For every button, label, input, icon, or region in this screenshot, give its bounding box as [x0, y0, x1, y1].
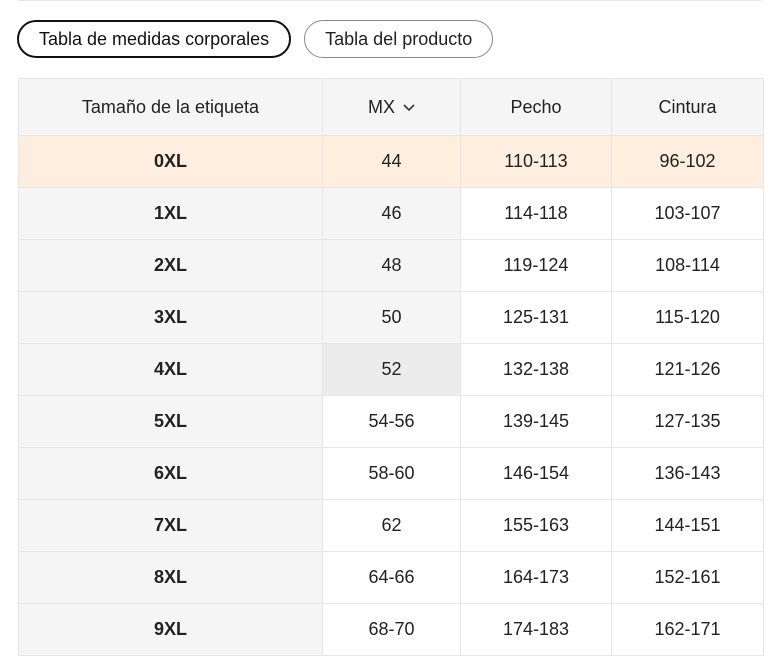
table-cell: 125-131 — [460, 291, 612, 344]
dropdown-icon — [403, 104, 415, 111]
table-cell: 0XL — [18, 135, 323, 188]
table-cell: 155-163 — [460, 499, 612, 552]
table-cell: 8XL — [18, 551, 323, 604]
header-cell: Tamaño de la etiqueta — [18, 78, 323, 136]
table-cell: 114-118 — [460, 187, 612, 240]
header-text: MX — [368, 96, 395, 117]
table-cell: 58-60 — [322, 447, 461, 500]
table-cell: 5XL — [18, 395, 323, 448]
header-text: Tamaño de la etiqueta — [81, 96, 260, 117]
table-cell: 127-135 — [611, 395, 764, 448]
tabs: Tabla de medidas corporales Tabla del pr… — [17, 20, 494, 58]
table-cell: 136-143 — [611, 447, 764, 500]
table-cell: 68-70 — [322, 603, 461, 656]
table-cell: 64-66 — [322, 551, 461, 604]
table-cell: 110-113 — [460, 135, 612, 188]
header-cell: Pecho — [460, 78, 612, 136]
table-row: 0XL 44 110-113 96-102 — [18, 135, 764, 188]
table-cell: 108-114 — [611, 239, 764, 292]
table-cell: 6XL — [18, 447, 323, 500]
table-row: 8XL 64-66 164-173 152-161 — [18, 551, 764, 604]
table-row: 4XL 52 132-138 121-126 — [18, 343, 764, 396]
table-cell: 2XL — [18, 239, 323, 292]
divider — [18, 0, 762, 1]
table-cell: 162-171 — [611, 603, 764, 656]
table-row: 7XL 62 155-163 144-151 — [18, 499, 764, 552]
table-row: 1XL 46 114-118 103-107 — [18, 187, 764, 240]
table-cell: 164-173 — [460, 551, 612, 604]
header-text: Pecho — [510, 96, 562, 117]
table-cell: 62 — [322, 499, 461, 552]
table-cell: 174-183 — [460, 603, 612, 656]
table-cell: 50 — [322, 291, 461, 344]
header-cell: Cintura — [611, 78, 764, 136]
table-cell: 3XL — [18, 291, 323, 344]
table-cell: 119-124 — [460, 239, 612, 292]
table-cell: 139-145 — [460, 395, 612, 448]
table-cell: 4XL — [18, 343, 323, 396]
table-row: 5XL 54-56 139-145 127-135 — [18, 395, 764, 448]
table-cell: 54-56 — [322, 395, 461, 448]
tab[interactable]: Tabla de medidas corporales — [17, 20, 292, 58]
table-row: 9XL 68-70 174-183 162-171 — [18, 603, 764, 656]
table-cell: 144-151 — [611, 499, 764, 552]
size-table: Tamaño de la etiqueta MX Pecho Cintura 0… — [18, 78, 764, 656]
table-cell: 1XL — [18, 187, 323, 240]
table-cell: 44 — [322, 135, 461, 188]
table-cell: 121-126 — [611, 343, 764, 396]
table-cell: 103-107 — [611, 187, 764, 240]
header-text: Cintura — [658, 96, 717, 117]
table-cell: 48 — [322, 239, 461, 292]
tab[interactable]: Tabla del producto — [304, 20, 494, 58]
table-cell: 146-154 — [460, 447, 612, 500]
table-row: 2XL 48 119-124 108-114 — [18, 239, 764, 292]
table-body: 0XL 44 110-113 96-102 1XL 46 114-118 103-107 2XL… — [18, 135, 764, 656]
header-row: Tamaño de la etiqueta MX Pecho Cintura — [18, 78, 764, 136]
table-cell: 52 — [322, 343, 461, 396]
table-cell: 7XL — [18, 499, 323, 552]
table-row: 3XL 50 125-131 115-120 — [18, 291, 764, 344]
table-cell: 152-161 — [611, 551, 764, 604]
table-cell: 132-138 — [460, 343, 612, 396]
header-cell[interactable]: MX — [322, 78, 461, 136]
table-cell: 96-102 — [611, 135, 764, 188]
table-cell: 9XL — [18, 603, 323, 656]
table-row: 6XL 58-60 146-154 136-143 — [18, 447, 764, 500]
table-cell: 115-120 — [611, 291, 764, 344]
table-cell: 46 — [322, 187, 461, 240]
